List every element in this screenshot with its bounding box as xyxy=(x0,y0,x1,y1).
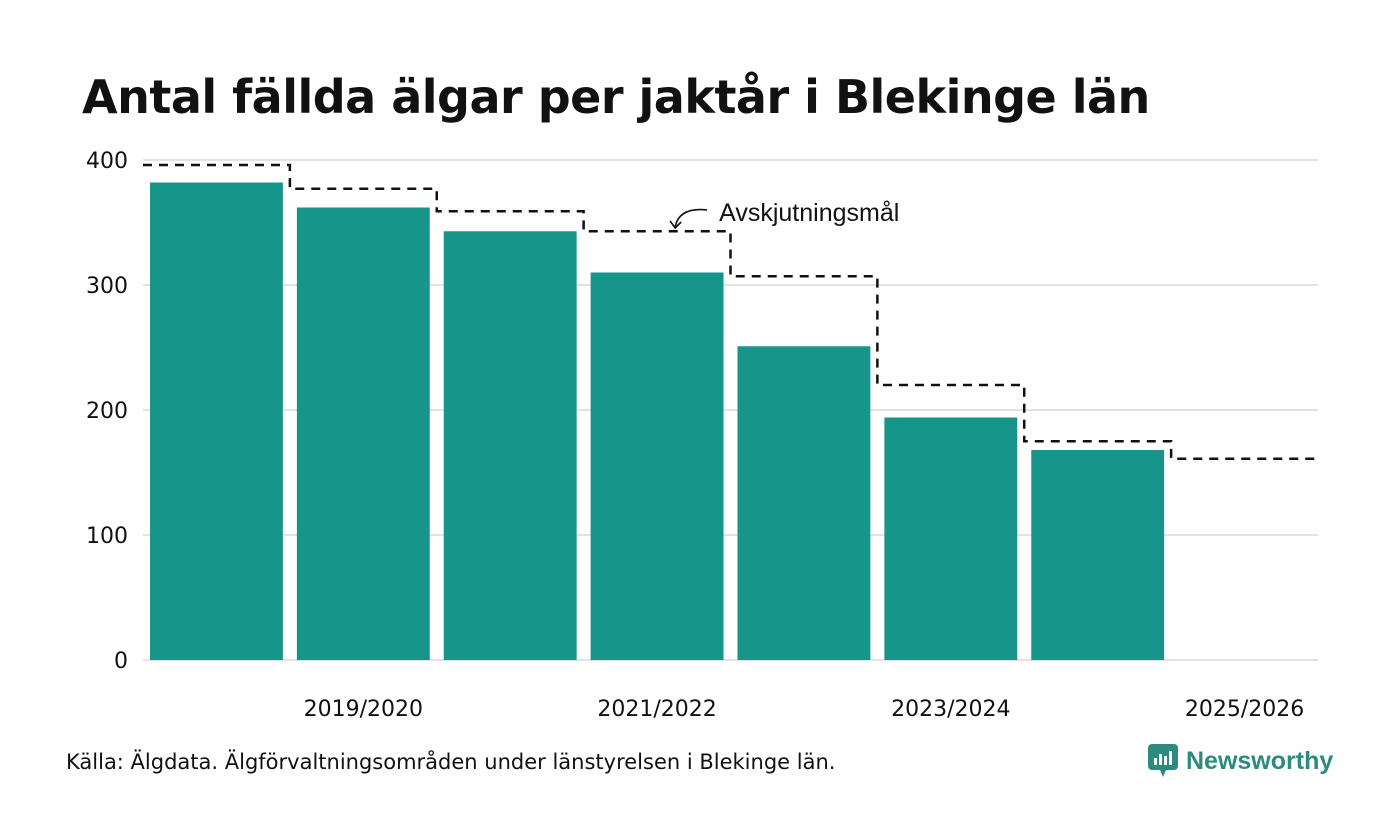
annotation: Avskjutningsmål xyxy=(669,199,899,230)
x-axis-tick-labels: 2019/2020 2021/2022 2023/2024 2025/2026 xyxy=(304,697,1305,722)
bar xyxy=(884,417,1018,660)
y-tick-label: 0 xyxy=(114,649,128,674)
annotation-arrowhead xyxy=(669,220,682,230)
x-tick-label: 2019/2020 xyxy=(304,697,423,722)
brand-name: Newsworthy xyxy=(1186,746,1334,775)
y-tick-label: 400 xyxy=(86,149,128,174)
source-note: Källa: Älgdata. Älgförvaltningsområden u… xyxy=(66,750,836,774)
bar xyxy=(590,272,724,660)
brand: Newsworthy xyxy=(1148,744,1333,778)
bar xyxy=(1031,450,1165,660)
annotation-arrow xyxy=(674,208,708,228)
bar xyxy=(737,346,871,660)
chart-title: Antal fällda älgar per jaktår i Blekinge… xyxy=(82,70,1150,124)
bar xyxy=(443,231,577,660)
target-line xyxy=(143,163,1318,460)
newsworthy-logo-icon xyxy=(1148,744,1178,777)
bars xyxy=(150,182,1165,660)
bar xyxy=(150,182,283,660)
target-step-line xyxy=(143,163,1318,460)
bar xyxy=(296,207,430,660)
x-tick-label: 2025/2026 xyxy=(1185,697,1304,722)
x-tick-label: 2021/2022 xyxy=(597,697,716,722)
y-tick-label: 200 xyxy=(86,399,128,424)
y-axis-tick-labels: 0 100 200 300 400 xyxy=(86,149,128,674)
x-tick-label: 2023/2024 xyxy=(891,697,1010,722)
y-tick-label: 300 xyxy=(86,274,128,299)
target-label: Avskjutningsmål xyxy=(719,199,899,227)
y-tick-label: 100 xyxy=(86,524,128,549)
bar-chart: 0 100 200 300 400 2019/2020 2021/2022 2023/202… xyxy=(86,149,1318,722)
